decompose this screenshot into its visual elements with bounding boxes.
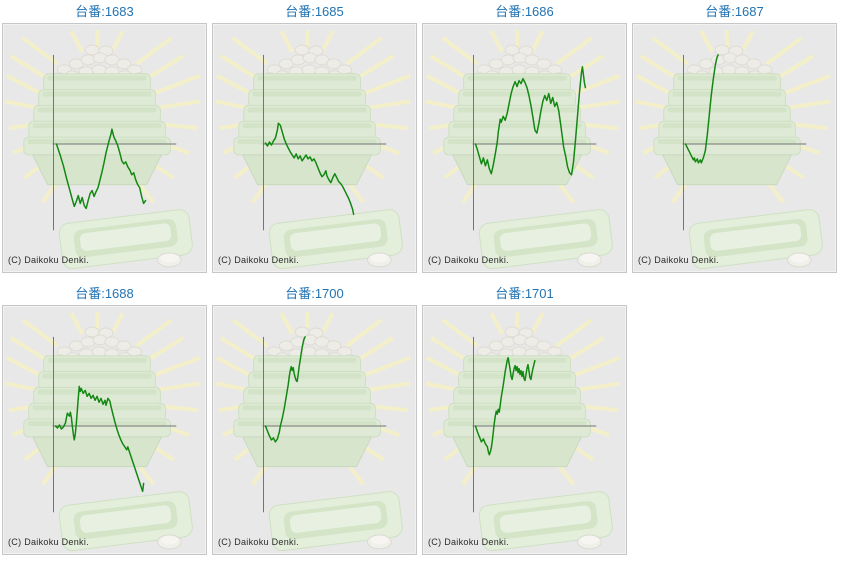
copyright-label: (C) Daikoku Denki. — [428, 537, 509, 547]
machine-number-link[interactable]: 台番:1687 — [705, 4, 764, 19]
copyright-label: (C) Daikoku Denki. — [218, 255, 299, 265]
slump-line-chart — [262, 54, 387, 231]
machine-panel-1701: 台番:1701 (C) Daikoku Denki. — [422, 283, 627, 555]
slump-line-chart — [262, 336, 387, 513]
slump-graph-image: (C) Daikoku Denki. — [632, 23, 837, 273]
machine-panel-1688: 台番:1688 (C) Daikoku Denki. — [2, 283, 207, 555]
slump-graph-image: (C) Daikoku Denki. — [212, 305, 417, 555]
slump-line-chart — [472, 336, 597, 513]
slump-line-chart — [472, 54, 597, 231]
machine-panel-1686: 台番:1686 (C) Daikoku Denki. — [422, 1, 627, 273]
machine-panel-1685: 台番:1685 (C) Daikoku Denki. — [212, 1, 417, 273]
machine-panel-1687: 台番:1687 (C) Daikoku Denki. — [632, 1, 837, 273]
slump-line-chart — [52, 336, 177, 513]
slump-graph-image: (C) Daikoku Denki. — [2, 305, 207, 555]
slump-graph-image: (C) Daikoku Denki. — [212, 23, 417, 273]
slump-graph-image: (C) Daikoku Denki. — [422, 23, 627, 273]
slump-line-chart — [52, 54, 177, 231]
machine-number-link[interactable]: 台番:1688 — [75, 286, 134, 301]
machine-number-link[interactable]: 台番:1701 — [495, 286, 554, 301]
copyright-label: (C) Daikoku Denki. — [428, 255, 509, 265]
machine-panel-1683: 台番:1683 (C) Daikoku Denki. — [2, 1, 207, 273]
slump-graph-image: (C) Daikoku Denki. — [2, 23, 207, 273]
copyright-label: (C) Daikoku Denki. — [638, 255, 719, 265]
slump-line-chart — [682, 54, 807, 231]
machine-number-link[interactable]: 台番:1685 — [285, 4, 344, 19]
copyright-label: (C) Daikoku Denki. — [8, 537, 89, 547]
machine-number-link[interactable]: 台番:1686 — [495, 4, 554, 19]
machine-number-link[interactable]: 台番:1700 — [285, 286, 344, 301]
copyright-label: (C) Daikoku Denki. — [218, 537, 299, 547]
machine-panel-1700: 台番:1700 (C) Daikoku Denki. — [212, 283, 417, 555]
machine-number-link[interactable]: 台番:1683 — [75, 4, 134, 19]
slump-graph-image: (C) Daikoku Denki. — [422, 305, 627, 555]
copyright-label: (C) Daikoku Denki. — [8, 255, 89, 265]
